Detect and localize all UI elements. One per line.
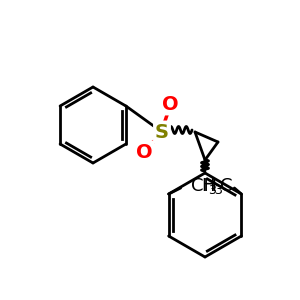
Text: O: O xyxy=(136,142,152,161)
Text: H: H xyxy=(201,177,215,195)
Text: 3: 3 xyxy=(214,184,222,196)
Text: C: C xyxy=(220,177,233,195)
Text: O: O xyxy=(162,94,178,113)
Text: S: S xyxy=(155,122,169,142)
Text: 3: 3 xyxy=(208,184,215,196)
Text: CH: CH xyxy=(190,177,217,195)
